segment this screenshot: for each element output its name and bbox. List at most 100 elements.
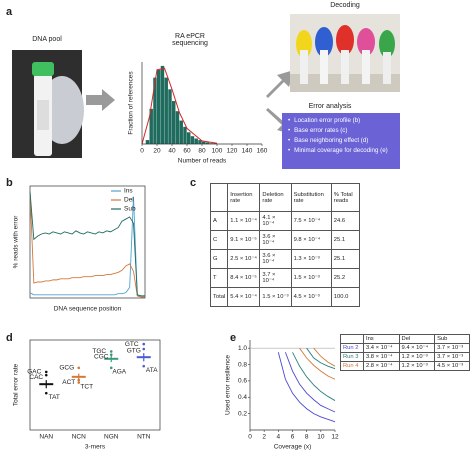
table-cell: 2.5 × 10⁻⁴ (227, 249, 261, 269)
table-cell: 25.2 (330, 268, 361, 288)
header-cell: Del (398, 334, 436, 344)
bullet-item: Minimal coverage for decoding (e) (288, 147, 396, 154)
header-cell: % Total reads (330, 183, 361, 212)
point (77, 366, 81, 370)
y-axis-label: Used error resilience (225, 355, 232, 415)
table-e: Ins Del Sub Run 2 3.4 × 10⁻⁴ 9.4 × 10⁻⁴ 3.7 × … (340, 334, 470, 371)
table-cell: 3.7 × 10⁻³ (434, 352, 470, 362)
y-tick-label: 0.2 (238, 410, 247, 417)
table-row: C 9.1 × 10⁻⁵ 3.6 × 10⁻⁴ 9.8 × 10⁻⁴ 25.1 (209, 230, 361, 250)
x-tick-label: 12 (331, 434, 339, 441)
header-cell: Substitution rate (290, 183, 332, 212)
point-label: GTC (125, 341, 139, 348)
series-line (306, 347, 336, 370)
point-label: GAC (27, 369, 41, 376)
point-label: AGA (112, 369, 126, 376)
plot-frame (29, 185, 146, 299)
panel-label: b (6, 177, 13, 189)
box-title: Error analysis (308, 103, 352, 110)
table-cell: 9.1 × 10⁻⁵ (227, 230, 261, 250)
bar (164, 77, 168, 144)
point (142, 364, 146, 368)
point (44, 391, 48, 395)
table-cell: 1.3 × 10⁻³ (290, 249, 332, 269)
x-tick-label: NAN (39, 434, 53, 441)
legend-label: Ins (124, 188, 133, 195)
bar (209, 143, 213, 144)
point (142, 342, 146, 346)
bar (149, 108, 153, 144)
point (142, 347, 146, 351)
x-tick-label: 40 (168, 148, 176, 155)
x-tick-label: NCN (72, 434, 86, 441)
y-axis-label: % reads with error (13, 215, 20, 269)
point (77, 378, 81, 382)
header-cell: Sub (434, 334, 470, 344)
bar (153, 77, 157, 144)
row-label: G (209, 249, 229, 269)
table-c: Insertion rate Deletion rate Substitution … (209, 183, 361, 307)
x-axis-label: 3-mers (85, 444, 106, 451)
table-cell: 1.1 × 10⁻⁴ (227, 211, 261, 231)
x-tick-label: 6 (291, 434, 295, 441)
table-row: Total 5.4 × 10⁻⁴ 1.5 × 10⁻³ 4.5 × 10⁻³ 100.0 (209, 287, 361, 307)
row-label: T (209, 268, 229, 288)
point (44, 370, 48, 374)
x-tick-label: NGN (104, 434, 119, 441)
decoding-photo (290, 14, 400, 92)
point-label: GTG (127, 348, 141, 355)
legend-label: Sub (124, 206, 136, 213)
bullet-item: Base neighboring effect (d) (288, 137, 396, 144)
table-row: T 8.4 × 10⁻⁵ 3.7 × 10⁻⁴ 1.5 × 10⁻³ 25.2 (209, 268, 361, 288)
panel-label: a (6, 6, 13, 18)
table-cell: 4.5 × 10⁻³ (434, 361, 470, 371)
table-cell: 9.4 × 10⁻⁴ (398, 343, 436, 353)
chart-title: RA ePCR sequencing (172, 33, 208, 47)
row-label: Run 4 (340, 361, 364, 371)
row-label: Total (209, 287, 229, 307)
point (44, 373, 48, 377)
series-line (313, 347, 336, 367)
series-line (29, 191, 145, 298)
x-axis-label: Coverage (x) (274, 444, 312, 451)
corner-cell (209, 183, 229, 212)
panel-label: c (190, 177, 196, 189)
bullet-item: Base error rates (c) (288, 127, 396, 134)
dna-pool-photo (12, 50, 84, 158)
bar (145, 140, 150, 144)
x-tick-label: 4 (277, 434, 281, 441)
bar (198, 140, 202, 144)
x-tick-label: 0 (248, 434, 252, 441)
y-tick-label: 0.4 (238, 394, 247, 401)
row-label: C (209, 230, 229, 250)
bar (183, 126, 187, 144)
series-line (292, 352, 336, 401)
x-axis-label: DNA sequence position (54, 306, 122, 313)
table-cell: 5.4 × 10⁻⁴ (227, 287, 261, 307)
point-label: TAT (49, 394, 60, 401)
y-tick-label: 0.6 (238, 378, 247, 385)
table-cell: 3.6 × 10⁻⁴ (259, 230, 292, 250)
table-cell: 4.5 × 10⁻³ (290, 287, 332, 307)
x-tick-label: 160 (257, 148, 268, 155)
y-axis-label: Fraction of references (128, 71, 135, 135)
table-cell: 9.8 × 10⁻⁴ (290, 230, 332, 250)
table-cell: 7.5 × 10⁻⁴ (290, 211, 332, 231)
point-label: GCG (59, 365, 74, 372)
row-label: A (209, 211, 229, 231)
header-cell: Insertion rate (227, 183, 261, 212)
table-row: Run 2 3.4 × 10⁻⁴ 9.4 × 10⁻⁴ 3.7 × 10⁻³ (340, 343, 470, 353)
table-cell: 100.0 (330, 287, 361, 307)
table-cell: 3.4 × 10⁻⁴ (362, 343, 400, 353)
bullet-item: Location error profile (b) (288, 117, 396, 124)
x-tick-label: 10 (317, 434, 325, 441)
x-tick-label: 80 (198, 148, 206, 155)
x-tick-label: 100 (212, 148, 223, 155)
point-label: CAC (29, 374, 43, 381)
series-line (29, 191, 145, 297)
x-tick-label: 8 (305, 434, 309, 441)
photo-label: Decoding (330, 2, 360, 9)
table-cell: 1.2 × 10⁻³ (398, 361, 436, 371)
header-row: Ins Del Sub (340, 334, 470, 344)
bar (157, 69, 161, 144)
